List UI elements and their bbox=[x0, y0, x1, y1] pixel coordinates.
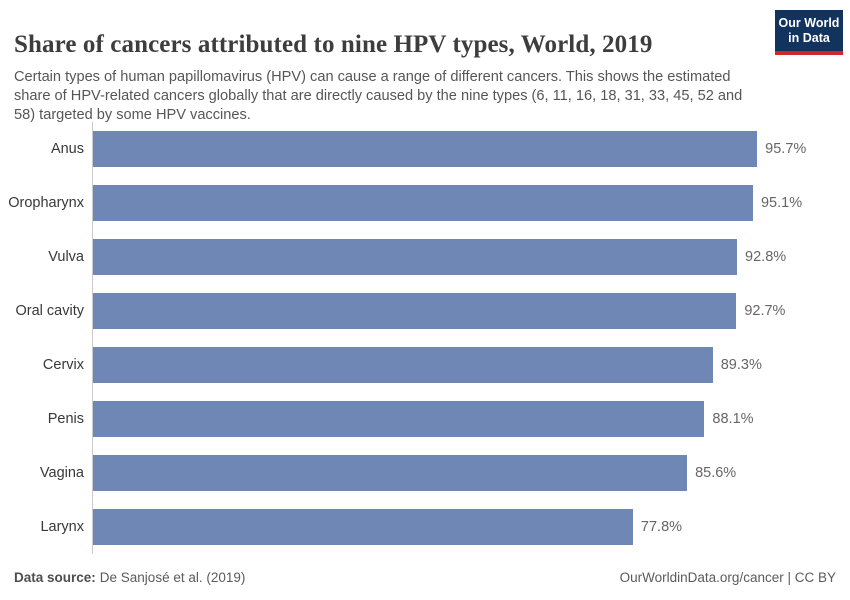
category-label: Larynx bbox=[40, 519, 84, 535]
chart-footer: Data source: De Sanjosé et al. (2019) Our… bbox=[14, 570, 836, 585]
value-label: 89.3% bbox=[720, 357, 762, 373]
category-label: Vulva bbox=[48, 249, 84, 265]
bar[interactable] bbox=[93, 131, 758, 167]
value-label: 77.8% bbox=[640, 519, 683, 535]
bar-row: Oropharynx 95.1% bbox=[8, 176, 837, 230]
value-label: 88.1% bbox=[712, 411, 754, 427]
footer-separator: | bbox=[783, 570, 795, 585]
bar[interactable] bbox=[93, 455, 688, 491]
bar[interactable] bbox=[93, 239, 738, 275]
bar-row: Vagina 85.6% bbox=[40, 446, 837, 500]
license-label: CC BY bbox=[794, 570, 836, 585]
bar[interactable] bbox=[93, 401, 705, 437]
value-label: 92.8% bbox=[745, 249, 787, 265]
data-source-value[interactable]: De Sanjosé et al. (2019) bbox=[99, 570, 246, 585]
category-label: Oropharynx bbox=[8, 195, 84, 211]
chart-title: Share of cancers attributed to nine HPV … bbox=[14, 30, 653, 58]
category-label: Penis bbox=[47, 411, 84, 427]
category-label: Cervix bbox=[42, 357, 84, 373]
bar[interactable] bbox=[93, 347, 713, 383]
value-label: 85.6% bbox=[695, 465, 737, 481]
bar[interactable] bbox=[93, 185, 753, 221]
bar-row: Larynx 77.8% bbox=[40, 500, 837, 554]
chart-subtitle: Certain types of human papillomavirus (H… bbox=[14, 68, 743, 123]
category-label: Anus bbox=[50, 141, 84, 157]
footer-right: OurWorldinData.org/cancer | CC BY bbox=[620, 570, 836, 585]
value-label: 92.7% bbox=[744, 303, 786, 319]
bar-row: Oral cavity 92.7% bbox=[16, 284, 837, 338]
owid-logo[interactable]: Our World in Data bbox=[775, 10, 843, 55]
data-source: Data source: De Sanjosé et al. (2019) bbox=[14, 570, 245, 585]
data-source-label: Data source: bbox=[14, 570, 96, 585]
category-label: Vagina bbox=[39, 465, 84, 481]
bar-row: Vulva 92.8% bbox=[48, 230, 837, 284]
owid-logo-line2: in Data bbox=[788, 31, 830, 45]
owid-url-link[interactable]: OurWorldinData.org/cancer bbox=[619, 570, 784, 585]
bar-row: Cervix 89.3% bbox=[43, 338, 837, 392]
category-label: Oral cavity bbox=[15, 303, 85, 319]
value-label: 95.7% bbox=[765, 141, 807, 157]
value-label: 95.1% bbox=[760, 195, 803, 211]
bar-rows: Anus 95.7% Oropharynx 95.1% Vulva 92.8% Oral c… bbox=[8, 122, 837, 554]
owid-logo-line1: Our World bbox=[778, 16, 840, 30]
bar-row: Penis 88.1% bbox=[48, 392, 837, 446]
bar[interactable] bbox=[93, 293, 737, 329]
bar-row: Anus 95.7% bbox=[51, 122, 837, 176]
bar-chart-plot-area: Anus 95.7% Oropharynx 95.1% Vulva 92.8% Oral c… bbox=[8, 122, 837, 554]
bar[interactable] bbox=[93, 509, 633, 545]
